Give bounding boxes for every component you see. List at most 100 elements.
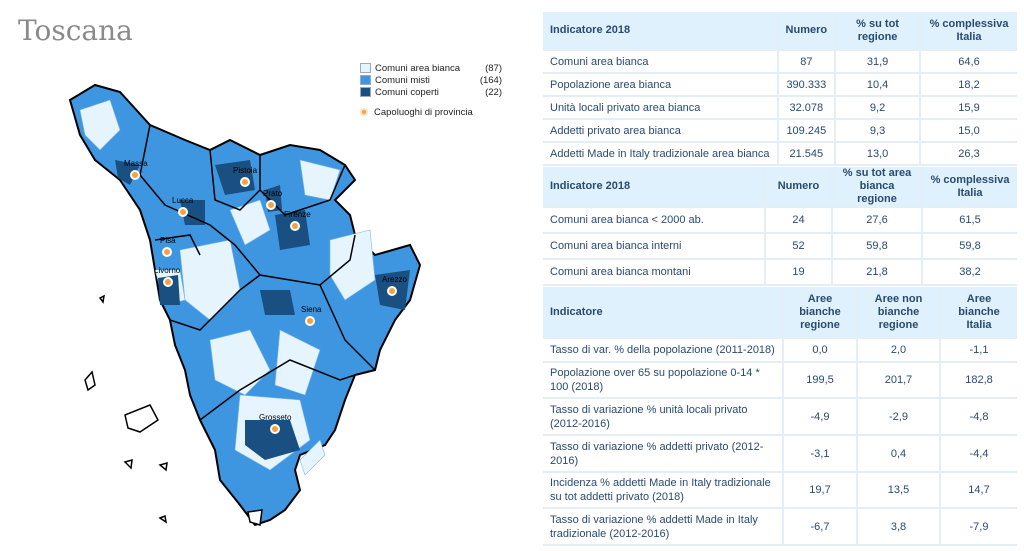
city-firenze: Firenze — [284, 210, 311, 231]
table-cell: 24 — [765, 207, 833, 234]
table-cell: -6,7 — [783, 508, 858, 546]
tuscany-map: Massa Lucca Pistoia Prato Firenze Pisa L… — [68, 83, 422, 527]
table-cell: 19 — [765, 259, 833, 286]
table-cell: 26,3 — [920, 142, 1017, 166]
city-arezzo: Arezzo — [382, 275, 407, 296]
table-cell: 61,5 — [922, 207, 1017, 234]
table-cell: 9,2 — [835, 96, 922, 120]
table-cell: 109.245 — [777, 119, 837, 143]
table-cell: 15,9 — [920, 96, 1017, 120]
table-cell: Tasso di variazione % addetti privato (2… — [543, 435, 784, 473]
table-cell: 21,8 — [832, 259, 923, 286]
region-shape — [68, 83, 422, 527]
table-cell: -4,4 — [940, 435, 1017, 473]
table-cell: -2,9 — [857, 398, 941, 436]
table-cell: 18,2 — [920, 73, 1017, 97]
region-title: Toscana — [18, 14, 133, 47]
table-row: Tasso di var. % della popolazione (2011-… — [543, 338, 1017, 363]
column-header: Indicatore 2018 — [543, 12, 779, 51]
table-cell: 87 — [777, 50, 837, 74]
table-cell: Incidenza % addetti Made in Italy tradiz… — [543, 472, 784, 509]
table-row: Unità locali privato area bianca 32.078 9,… — [543, 96, 1017, 120]
table-cell: 32.078 — [777, 96, 837, 120]
table-cell: 13,0 — [835, 142, 922, 166]
column-header: Indicatore — [543, 287, 784, 339]
city-pistoia: Pistoia — [233, 166, 258, 187]
table-cell: -7,9 — [940, 508, 1017, 546]
legend-item-white: Comuni area bianca (87) — [360, 62, 502, 74]
table-row: Incidenza % addetti Made in Italy tradiz… — [543, 472, 1017, 509]
table-cell: 390.333 — [777, 73, 837, 97]
table-cell: 14,7 — [940, 472, 1017, 509]
city-siena: Siena — [301, 305, 322, 326]
table-row: Tasso di variazione % unità locali priva… — [543, 398, 1017, 436]
city-label: Prato — [263, 189, 283, 198]
city-pisa: Pisa — [160, 236, 176, 257]
column-header: Aree non bianche regione — [857, 287, 941, 339]
column-header: Aree bianche regione — [783, 287, 858, 339]
table-cell: 2,0 — [857, 338, 941, 363]
table-row: Tasso di variazione % addetti privato (2… — [543, 435, 1017, 473]
table-cell: Unità locali privato area bianca — [543, 96, 779, 120]
swatch — [360, 75, 371, 85]
column-header: Numero — [777, 12, 837, 51]
city-prato: Prato — [263, 189, 283, 210]
table-cell: Addetti privato area bianca — [543, 119, 779, 143]
city-grosseto: Grosseto — [259, 413, 292, 434]
city-label: Grosseto — [259, 413, 292, 422]
table-cell: 0,4 — [857, 435, 941, 473]
table-indicators-2018: Indicatore 2018 Numero% su tot regione% c… — [543, 12, 1017, 166]
city-massa: Massa — [124, 159, 148, 180]
city-label: Lucca — [172, 196, 194, 205]
table-cell: 15,0 — [920, 119, 1017, 143]
table-cell: 64,6 — [920, 50, 1017, 74]
table-cell: 182,8 — [940, 362, 1017, 399]
table-cell: -4,8 — [940, 398, 1017, 436]
swatch — [360, 63, 371, 73]
city-label: Pistoia — [233, 166, 258, 175]
table-row: Popolazione area bianca 390.333 10,4 18,2 — [543, 73, 1017, 97]
table-cell: 59,8 — [832, 233, 923, 260]
table-cell: 3,8 — [857, 508, 941, 546]
city-label: Siena — [301, 305, 322, 314]
table-cell: Comuni area bianca — [543, 50, 779, 74]
city-label: Pisa — [160, 236, 176, 245]
column-header: Aree bianche Italia — [940, 287, 1017, 339]
column-header: % su tot regione — [835, 12, 922, 51]
map-legend: Comuni area bianca (87) Comuni misti (164)… — [360, 62, 502, 118]
city-label: Massa — [124, 159, 148, 168]
table-white-area-comuni: Indicatore 2018 Numero% su tot area bianc… — [543, 167, 1017, 286]
table-cell: 10,4 — [835, 73, 922, 97]
city-label: Firenze — [284, 210, 311, 219]
table-cell: 9,3 — [835, 119, 922, 143]
column-header: Numero — [765, 167, 833, 208]
table-cell: 0,0 — [783, 338, 858, 363]
table-cell: -3,1 — [783, 435, 858, 473]
table-cell: -1,1 — [940, 338, 1017, 363]
table-cell: 31,9 — [835, 50, 922, 74]
table-cell: 38,2 — [922, 259, 1017, 286]
city-label: Arezzo — [382, 275, 407, 284]
column-header: Indicatore 2018 — [543, 167, 766, 208]
table-row: Comuni area bianca montani 19 21,8 38,2 — [543, 259, 1017, 286]
table-row: Addetti Made in Italy tradizionale area … — [543, 142, 1017, 166]
table-cell: Addetti Made in Italy tradizionale area … — [543, 142, 779, 166]
table-cell: Tasso di variazione % unità locali priva… — [543, 398, 784, 436]
table-cell: Comuni area bianca < 2000 ab. — [543, 207, 766, 234]
city-lucca: Lucca — [172, 196, 194, 217]
table-row: Popolazione over 65 su popolazione 0-14 … — [543, 362, 1017, 399]
table-row: Comuni area bianca < 2000 ab. 24 27,6 61,5 — [543, 207, 1017, 234]
table-cell: Popolazione area bianca — [543, 73, 779, 97]
swatch — [360, 87, 371, 97]
legend-item-mixed: Comuni misti (164) — [360, 74, 502, 86]
table-cell: Popolazione over 65 su popolazione 0-14 … — [543, 362, 784, 399]
table-cell: Comuni area bianca interni — [543, 233, 766, 260]
table-row: Comuni area bianca 87 31,9 64,6 — [543, 50, 1017, 74]
capoluogo-icon — [360, 108, 368, 116]
column-header: % complessiva Italia — [922, 167, 1017, 208]
table-cell: Tasso di var. % della popolazione (2011-… — [543, 338, 784, 363]
table-indicator-comparison: Indicatore Aree bianche regione Aree non b… — [543, 287, 1017, 546]
table-cell: 59,8 — [922, 233, 1017, 260]
column-header: % complessiva Italia — [920, 12, 1017, 51]
table-cell: 52 — [765, 233, 833, 260]
